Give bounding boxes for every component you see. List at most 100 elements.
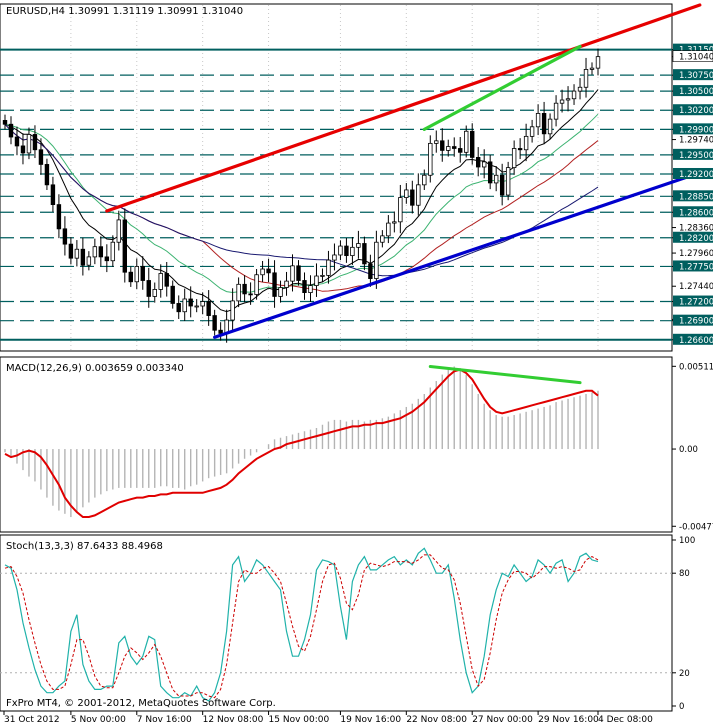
candle-bull [356,243,361,248]
candle-bull [571,90,577,100]
moving-averages [4,89,599,313]
candle-bull [374,241,379,279]
candle-bear [272,272,277,297]
candle-bull [428,142,433,176]
candle-bear [517,148,523,151]
candle-bull [392,221,397,224]
candle-bear [2,120,8,125]
macd-trendline[interactable] [428,364,582,385]
candle-bull [481,161,487,168]
candle-bull [116,219,122,243]
green-macd-divergence-line[interactable] [428,364,582,385]
price-pane[interactable]: 1.311501.310401.307501.305001.302001.299… [0,3,713,352]
time-tick-label: 19 Nov 16:00 [340,715,401,725]
ma-blue-line [4,123,599,277]
candle-bull [236,283,241,302]
candle-bull [320,274,325,277]
candle-bull [314,275,319,286]
candle-bull [86,256,92,266]
candle-bull [422,174,427,186]
stoch-pane[interactable]: 100 80 20 0 Stoch(13,3,3) 87.6433 88.4968 F… [0,534,695,712]
macd-tick-label: 0.00511 [679,362,713,372]
time-tick-label: 29 Nov 16:00 [538,715,599,725]
price-tick-label: 1.28850 [679,192,713,202]
candle-bull [326,259,331,276]
candle-bear [14,136,20,147]
stoch-d-line [4,554,599,699]
candle-bear [470,130,475,158]
blue-support-trendline[interactable] [213,171,702,339]
level-price-box [673,314,713,326]
candle-bear [242,283,247,295]
candle-bull [194,305,199,308]
stoch-pane-border [0,534,673,712]
level-price-box [673,206,713,218]
macd-histogram [4,366,599,518]
candle-bear [410,189,415,206]
level-price-box [673,69,713,81]
candle-bear [499,174,505,196]
candle-bear [44,164,50,186]
candle-bull [559,99,565,104]
candle-bear [128,271,133,283]
candle-bull [553,102,559,120]
candle-bull [434,140,439,144]
trendlines[interactable] [105,3,702,339]
level-price-box [673,295,713,307]
price-tick-label: 1.27960 [679,249,713,259]
time-tick-label: 27 Nov 00:00 [472,715,533,725]
candle-bull [152,289,157,297]
red-resistance-trendline[interactable] [105,3,702,213]
macd-pane[interactable]: 0.00511 0.00 -0.00477 MACD(12,26,9) 0.0036… [0,356,713,533]
stoch-label: Stoch(13,3,3) 87.6433 88.4968 [6,541,163,552]
candle-bull [92,246,98,258]
macd-signal [4,368,599,518]
candle-bull [74,248,80,259]
candle-bull [182,298,187,313]
macd-axis: 0.00511 0.00 -0.00477 [672,362,713,532]
level-price-box [673,190,713,202]
candle-bull [290,265,295,282]
green-price-highs-trendline[interactable] [422,44,582,131]
candle-bear [20,145,26,154]
candle-bear [98,246,104,258]
time-tick-label: 22 Nov 08:00 [406,715,467,725]
candle-bear [440,140,445,151]
candle-bear [164,273,169,287]
time-tick-label: 7 Nov 16:00 [137,715,192,725]
candle-bear [62,228,68,245]
candle-bear [56,204,62,230]
macd-tick-label: -0.00477 [679,522,713,532]
ma-teal-line [4,113,599,294]
level-price-box [673,123,713,135]
time-tick-label: 31 Oct 2012 [4,715,60,725]
candle-bull [350,246,355,257]
candle-bear [368,263,373,279]
candle-bear [476,157,481,168]
level-price-box [673,260,713,272]
candle-bear [248,293,253,296]
candle-bear [212,315,217,331]
stoch-lines [4,547,599,702]
candle-bull [583,69,589,88]
stoch-axis: 100 80 20 0 [672,536,695,712]
candle-bull [386,222,391,237]
time-tick-label: 5 Nov 00:00 [71,715,126,725]
time-tick-label: 15 Nov 00:00 [269,715,330,725]
candle-bear [296,265,301,281]
candle-bull [230,300,235,321]
price-tick-label: 1.26900 [679,317,713,327]
candle-bear [68,243,74,259]
price-tick-label: 1.29200 [679,170,713,180]
candle-bear [344,245,349,257]
chart-title: EURUSD,H4 1.30991 1.31119 1.30991 1.3104… [6,6,243,17]
price-tick-label: 1.29500 [679,151,713,161]
candle-bear [146,280,151,297]
candle-bull [260,268,265,276]
candle-bull [110,241,116,262]
candle-bull [398,197,403,223]
candle-bull [529,126,535,137]
candle-bull [380,235,385,243]
candle-bear [206,301,211,316]
candle-bull [446,146,451,151]
